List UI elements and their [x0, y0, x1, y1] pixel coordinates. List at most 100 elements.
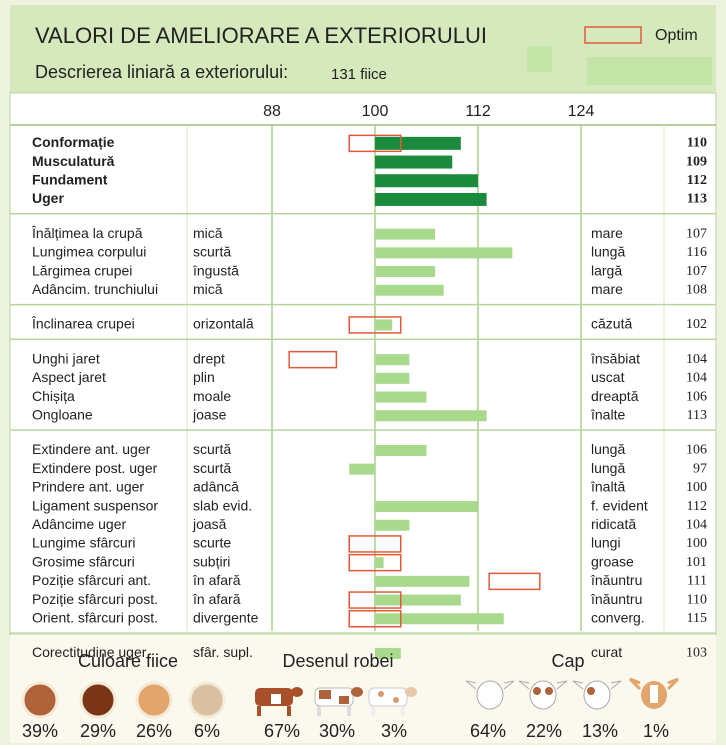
low-label: adâncă: [193, 479, 239, 495]
percent-label: 29%: [80, 721, 116, 741]
section-title: Desenul robei: [282, 651, 393, 671]
low-label: mică: [193, 225, 223, 241]
bar: [375, 266, 435, 277]
value-label: 107: [686, 264, 707, 279]
trait-label: Aspect jaret: [32, 369, 106, 385]
percent-label: 30%: [319, 721, 355, 741]
high-label: înăuntru: [590, 591, 642, 607]
trait-label: Orient. sfârcuri post.: [32, 609, 158, 625]
high-label: lungă: [591, 244, 625, 260]
bar: [375, 174, 478, 187]
trait-label: Extindere post. uger: [32, 460, 158, 476]
bar: [375, 247, 512, 258]
high-label: f. evident: [591, 497, 648, 513]
low-label: slab evid.: [193, 497, 252, 513]
bar: [375, 354, 409, 365]
value-label: 100: [686, 480, 707, 495]
low-label: joasă: [192, 516, 227, 532]
trait-label: Lungime sfârcuri: [32, 535, 136, 551]
bar: [375, 576, 469, 587]
percent-label: 1%: [643, 721, 669, 741]
percent-label: 6%: [194, 721, 220, 741]
trait-label: Musculatură: [32, 153, 115, 169]
value-label: 103: [686, 646, 707, 661]
bar: [375, 319, 392, 330]
x-tick-label: 100: [362, 103, 389, 120]
value-label: 111: [687, 574, 707, 589]
value-label: 110: [687, 136, 707, 151]
trait-label: Unghi jaret: [32, 350, 100, 366]
trait-label: Înclinarea crupei: [31, 316, 135, 332]
trait-label: Conformație: [32, 134, 115, 150]
low-label: scurtă: [193, 460, 231, 476]
color-swatch: [190, 683, 224, 717]
percent-label: 26%: [136, 721, 172, 741]
high-label: lungi: [591, 535, 621, 551]
bar: [375, 137, 461, 150]
low-label: subțiri: [193, 553, 230, 569]
high-label: ridicată: [591, 516, 636, 532]
trait-label: Ligament suspensor: [32, 497, 158, 513]
bar: [375, 520, 409, 531]
low-label: scurte: [193, 535, 231, 551]
high-label: lungă: [591, 460, 625, 476]
percent-label: 64%: [470, 721, 506, 741]
low-label: orizontală: [193, 316, 254, 332]
header-patch: [587, 57, 712, 85]
value-label: 116: [687, 245, 707, 260]
section-title: Culoare fiice: [78, 651, 178, 671]
value-label: 101: [686, 555, 707, 570]
high-label: însăbiat: [590, 350, 640, 366]
low-label: sfâr. supl.: [193, 644, 253, 660]
bar: [375, 285, 444, 296]
value-label: 97: [693, 461, 707, 476]
low-label: divergente: [193, 609, 259, 625]
value-label: 110: [687, 592, 707, 607]
bar: [375, 445, 427, 456]
trait-label: Grosime sfârcuri: [32, 553, 135, 569]
trait-label: Lungimea corpului: [32, 244, 146, 260]
percent-label: 3%: [381, 721, 407, 741]
title: VALORI DE AMELIORARE A EXTERIORULUI: [35, 23, 487, 48]
count: 131 fiice: [331, 66, 387, 83]
low-label: în afară: [192, 591, 241, 607]
high-label: groase: [591, 553, 634, 569]
percent-label: 22%: [526, 721, 562, 741]
value-label: 100: [686, 536, 707, 551]
low-label: în afară: [192, 572, 241, 588]
color-swatch: [23, 683, 57, 717]
trait-label: Lărgimea crupei: [32, 262, 132, 278]
color-swatch: [81, 683, 115, 717]
value-label: 106: [686, 443, 707, 458]
bar: [375, 595, 461, 606]
high-label: dreaptă: [591, 388, 639, 404]
trait-label: Adâncim. trunchiului: [32, 281, 158, 297]
high-label: largă: [591, 262, 622, 278]
low-label: drept: [193, 350, 225, 366]
bar: [375, 392, 427, 403]
value-label: 108: [686, 282, 707, 297]
value-label: 107: [686, 226, 707, 241]
trait-label: Ongloane: [32, 406, 93, 422]
subtitle: Descrierea liniară a exteriorului:: [35, 62, 288, 82]
low-label: scurtă: [193, 244, 231, 260]
x-tick-label: 124: [568, 103, 595, 120]
color-swatch: [137, 683, 171, 717]
x-tick-label: 88: [263, 103, 281, 120]
high-label: curat: [591, 644, 622, 660]
value-label: 112: [687, 173, 707, 188]
percent-label: 39%: [22, 721, 58, 741]
trait-label: Adâncime uger: [32, 516, 127, 532]
high-label: mare: [591, 281, 623, 297]
low-label: joase: [192, 406, 227, 422]
value-label: 106: [686, 389, 707, 404]
low-label: moale: [193, 388, 231, 404]
high-label: mare: [591, 225, 623, 241]
high-label: înaltă: [590, 479, 625, 495]
bar: [375, 501, 478, 512]
value-label: 113: [687, 192, 707, 207]
bar: [375, 557, 384, 568]
bar: [375, 613, 504, 624]
value-label: 102: [686, 317, 707, 332]
legend-label: Optim: [655, 27, 698, 44]
